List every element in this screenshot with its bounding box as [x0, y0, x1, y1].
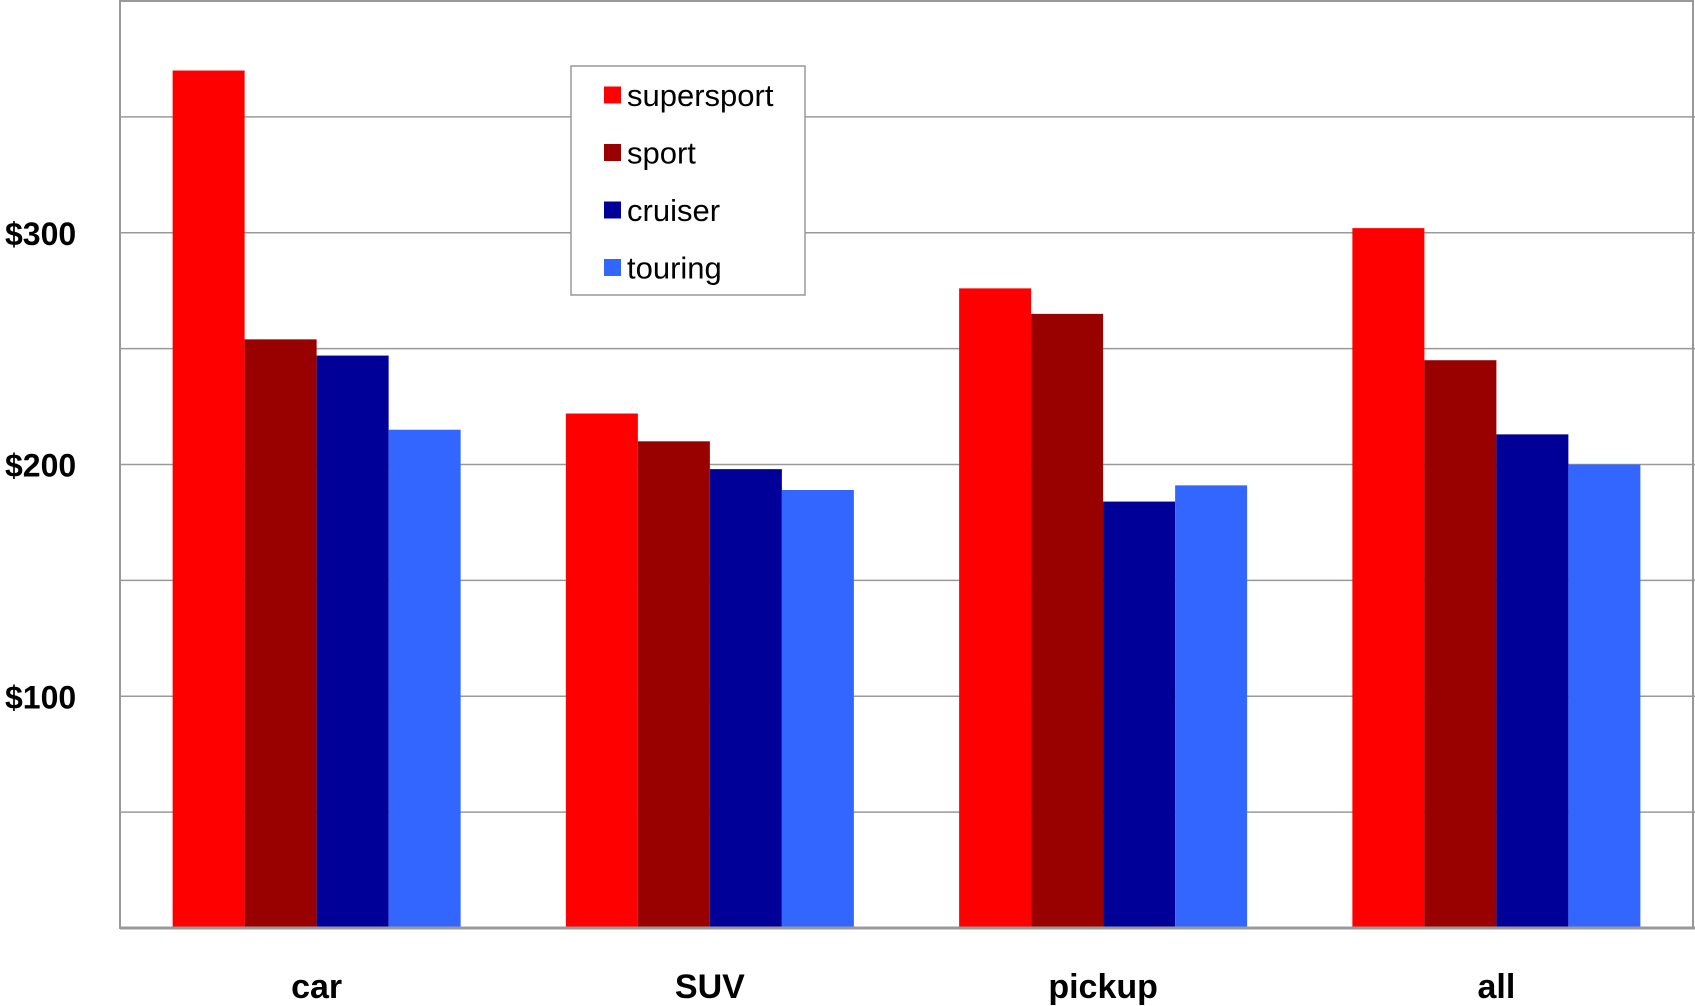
legend-swatch-sport — [604, 144, 621, 161]
bar-touring-pickup — [1175, 485, 1248, 928]
y-tick-label: $300 — [5, 216, 76, 252]
bar-sport-car — [244, 339, 317, 929]
x-tick-label: car — [291, 968, 342, 1006]
bars — [172, 70, 1641, 929]
bar-supersport-car — [172, 70, 245, 928]
bar-touring-all — [1568, 464, 1641, 928]
legend-swatch-cruiser — [604, 201, 621, 219]
legend-swatch-supersport — [604, 86, 621, 104]
legend-label-sport: sport — [627, 136, 696, 171]
bar-sport-pickup — [1031, 313, 1104, 928]
legend-swatch-touring — [604, 259, 621, 276]
legend: supersport sport cruiser touring — [570, 65, 806, 296]
bar-sport-all — [1424, 360, 1497, 928]
bar-cruiser-all — [1496, 434, 1569, 928]
bar-cruiser-car — [316, 355, 389, 928]
bar-touring-suv — [781, 489, 854, 928]
bar-supersport-suv — [565, 413, 638, 928]
legend-label-supersport: supersport — [627, 78, 774, 113]
bar-cruiser-suv — [709, 469, 782, 928]
bar-touring-car — [388, 429, 461, 928]
y-tick-label: $200 — [5, 448, 76, 484]
bar-sport-suv — [637, 441, 710, 928]
x-axis-tick-labels: car SUV pickup all — [291, 968, 1515, 1006]
legend-label-touring: touring — [627, 251, 722, 286]
y-axis-tick-labels: $100 $200 $300 — [5, 216, 76, 716]
bar-supersport-all — [1352, 228, 1425, 929]
x-tick-label: pickup — [1048, 968, 1158, 1006]
bar-supersport-pickup — [959, 288, 1032, 928]
x-tick-label: SUV — [675, 968, 745, 1006]
bar-cruiser-pickup — [1103, 501, 1176, 928]
y-tick-label: $100 — [5, 679, 76, 715]
x-tick-label: all — [1477, 968, 1515, 1006]
legend-label-cruiser: cruiser — [627, 193, 720, 228]
legend-box — [570, 65, 806, 296]
